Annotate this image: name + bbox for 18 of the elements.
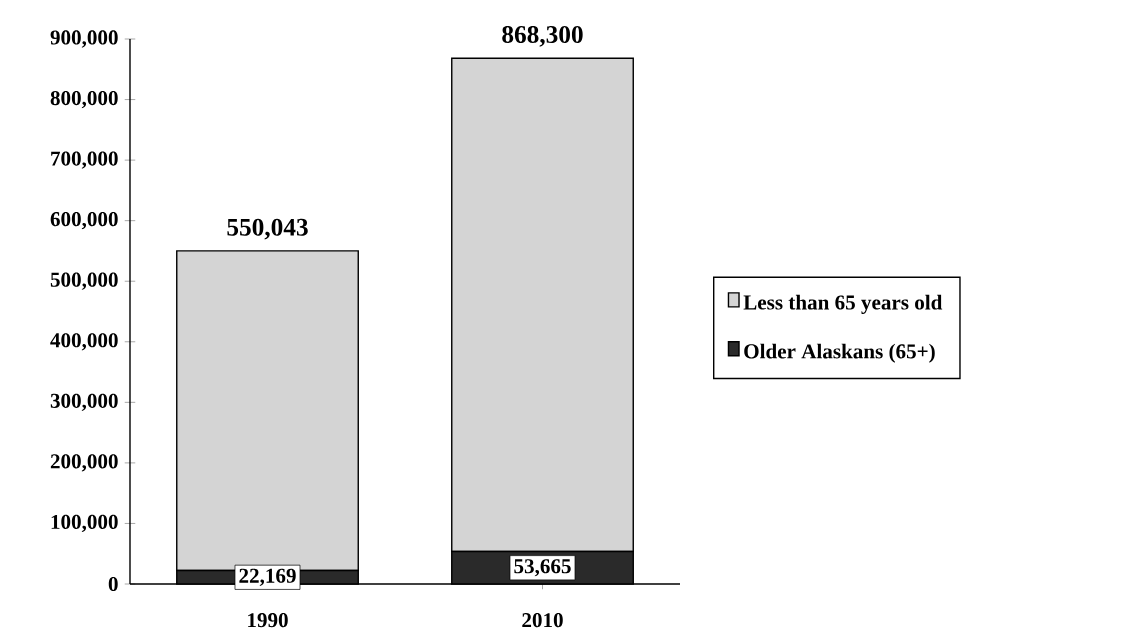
x-tick-label: 2010 [522,613,563,628]
data-label: 22,169 [239,568,296,586]
legend-label: Older Alaskans (65+) [744,343,935,363]
x-tick-label: 1990 [248,613,288,628]
total-label: 868,300 [502,25,583,47]
y-tick-label: 600,000 [50,212,118,230]
y-tick-label: 200,000 [50,454,118,472]
data-label: 53,665 [514,559,571,577]
y-tick-label: 100,000 [51,514,118,533]
y-tick-label: 700,000 [51,151,118,169]
total-label: 550,043 [227,218,308,240]
y-tick-label: 500,000 [50,272,118,290]
y-tick-label: 800,000 [50,90,118,109]
y-tick-label: 900,000 [50,30,118,48]
y-tick-label: 0 [108,576,118,592]
legend-label: Less than 65 years old [743,294,943,314]
y-tick-label: 400,000 [50,333,118,351]
y-tick-label: 300,000 [50,393,118,411]
